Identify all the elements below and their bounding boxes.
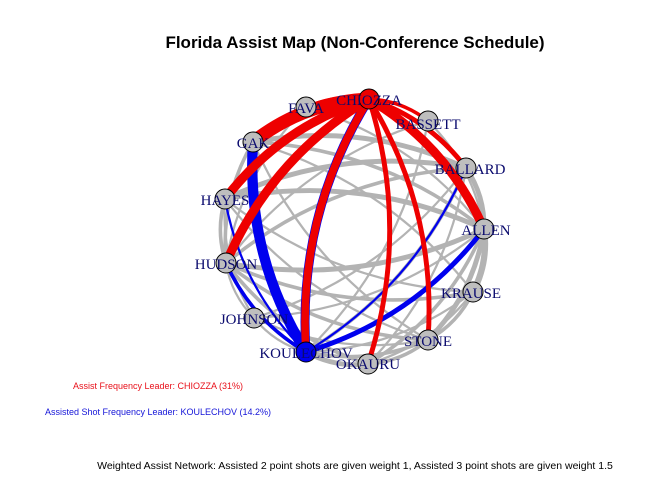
- edge-ballard-hudson: [224, 166, 468, 265]
- edge-hudson-stone: [224, 261, 430, 342]
- node-label: KOULECHOV: [259, 346, 352, 362]
- node-hudson: HUDSON: [195, 252, 258, 274]
- node-fava: FAVA: [288, 96, 324, 118]
- edge-koulechov-hayes: [223, 197, 308, 354]
- node-label: KRAUSE: [441, 286, 501, 302]
- node-circle: [417, 329, 439, 351]
- node-circle: [242, 131, 264, 153]
- edge-koulechov-ballard: [304, 166, 468, 354]
- node-label: GAK: [237, 136, 270, 152]
- edge-johnson-stone: [252, 316, 430, 347]
- assisted-leader-legend: Assisted Shot Frequency Leader: KOULECHO…: [45, 407, 271, 417]
- figure-title: Florida Assist Map (Non-Conference Sched…: [165, 33, 544, 52]
- node-ballard: BALLARD: [435, 157, 506, 179]
- edge-chiozza-hayes: [220, 94, 374, 204]
- edge-hudson-krause: [224, 261, 475, 302]
- node-label: JOHNSON: [220, 312, 289, 328]
- assist-leader-legend: Assist Frequency Leader: CHIOZZA (31%): [73, 381, 243, 391]
- node-circle: [473, 218, 495, 240]
- node-circle: [243, 307, 265, 329]
- node-label: STONE: [404, 334, 452, 350]
- edge-ballard-okauru: [366, 166, 468, 366]
- edge-hudson-allen: [223, 226, 487, 273]
- edge-chiozza-allen: [364, 94, 489, 234]
- node-label: BASSETT: [395, 117, 460, 133]
- node-circle: [462, 281, 484, 303]
- node-gak: GAK: [237, 131, 270, 153]
- node-bassett: BASSETT: [395, 110, 461, 133]
- node-circle: [357, 353, 379, 375]
- node-label: HAYES: [201, 193, 250, 209]
- node-circle: [417, 110, 439, 132]
- node-johnson: JOHNSON: [220, 307, 289, 329]
- node-circle: [214, 188, 236, 210]
- node-koulechov: KOULECHOV: [259, 341, 353, 363]
- edge-koulechov-allen: [303, 226, 487, 355]
- edge-chiozza-koulechov: [301, 95, 373, 356]
- node-chiozza: CHIOZZA: [336, 88, 402, 110]
- edges-layer: [218, 92, 489, 368]
- node-label: HUDSON: [195, 257, 258, 273]
- edge-gak-stone: [251, 140, 430, 342]
- node-circle: [358, 88, 380, 110]
- edge-krause-koulechov: [304, 290, 475, 354]
- node-label: CHIOZZA: [336, 93, 402, 109]
- node-circle: [295, 341, 317, 363]
- edge-chiozza-okauru: [365, 96, 393, 367]
- node-okauru: OKAURU: [336, 353, 400, 375]
- node-label: OKAURU: [336, 357, 400, 373]
- nodes-layer: CHIOZZA BASSETT BALLARD ALLEN KRAUSE STONEOKA…: [195, 88, 511, 375]
- node-allen: ALLEN: [461, 218, 511, 240]
- node-circle: [455, 157, 477, 179]
- network-footnote: Weighted Assist Network: Assisted 2 poin…: [97, 460, 613, 472]
- node-hayes: HAYES: [201, 188, 250, 210]
- edge-chiozza-stone: [366, 96, 432, 343]
- edge-hayes-allen: [222, 188, 487, 232]
- node-circle: [215, 252, 237, 274]
- edge-chiozza-hudson: [221, 94, 374, 268]
- node-stone: STONE: [404, 329, 452, 351]
- node-label: BALLARD: [435, 162, 506, 178]
- node-krause: KRAUSE: [441, 281, 501, 303]
- node-circle: [295, 96, 317, 118]
- edge-bassett-koulechov: [304, 119, 430, 354]
- edge-bassett-hudson: [224, 119, 430, 265]
- node-label: ALLEN: [461, 223, 510, 239]
- node-label: FAVA: [288, 101, 324, 117]
